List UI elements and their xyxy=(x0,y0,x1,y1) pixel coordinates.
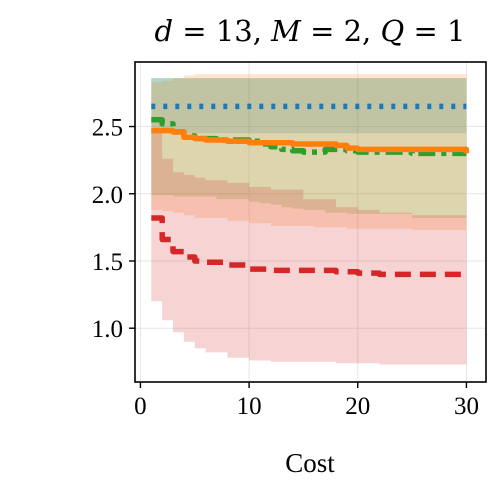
confidence-bands xyxy=(151,74,467,365)
confidence-band xyxy=(151,133,467,365)
y-tick-label: 2.5 xyxy=(92,115,123,142)
title-part: d xyxy=(155,14,174,48)
x-tick-label: 0 xyxy=(134,393,147,420)
x-tick-label: 10 xyxy=(237,393,262,420)
confidence-band xyxy=(151,78,467,218)
series-line xyxy=(151,127,470,154)
plot-frame xyxy=(134,61,487,383)
series-lines xyxy=(151,103,470,278)
axis-ticks: 0 10 20 30 1.0 1.5 2.0 2.5 xyxy=(92,115,479,420)
y-tick-label: 1.0 xyxy=(92,316,123,343)
y-tick-label: 1.5 xyxy=(92,249,123,276)
series-line xyxy=(151,215,470,278)
chart-title: d = 13, M = 2, Q = 1 xyxy=(155,14,466,48)
x-tick-label: 20 xyxy=(345,393,370,420)
title-part: M xyxy=(270,14,302,48)
title-part: = 13, xyxy=(173,14,271,48)
x-tick-label: 30 xyxy=(454,393,479,420)
title-part: = 2, xyxy=(301,14,381,48)
x-axis-label: Cost xyxy=(285,448,335,478)
title-part: = 1 xyxy=(404,14,465,48)
confidence-band xyxy=(151,74,467,231)
title-part: Q xyxy=(381,14,405,48)
y-tick-label: 2.0 xyxy=(92,182,123,209)
